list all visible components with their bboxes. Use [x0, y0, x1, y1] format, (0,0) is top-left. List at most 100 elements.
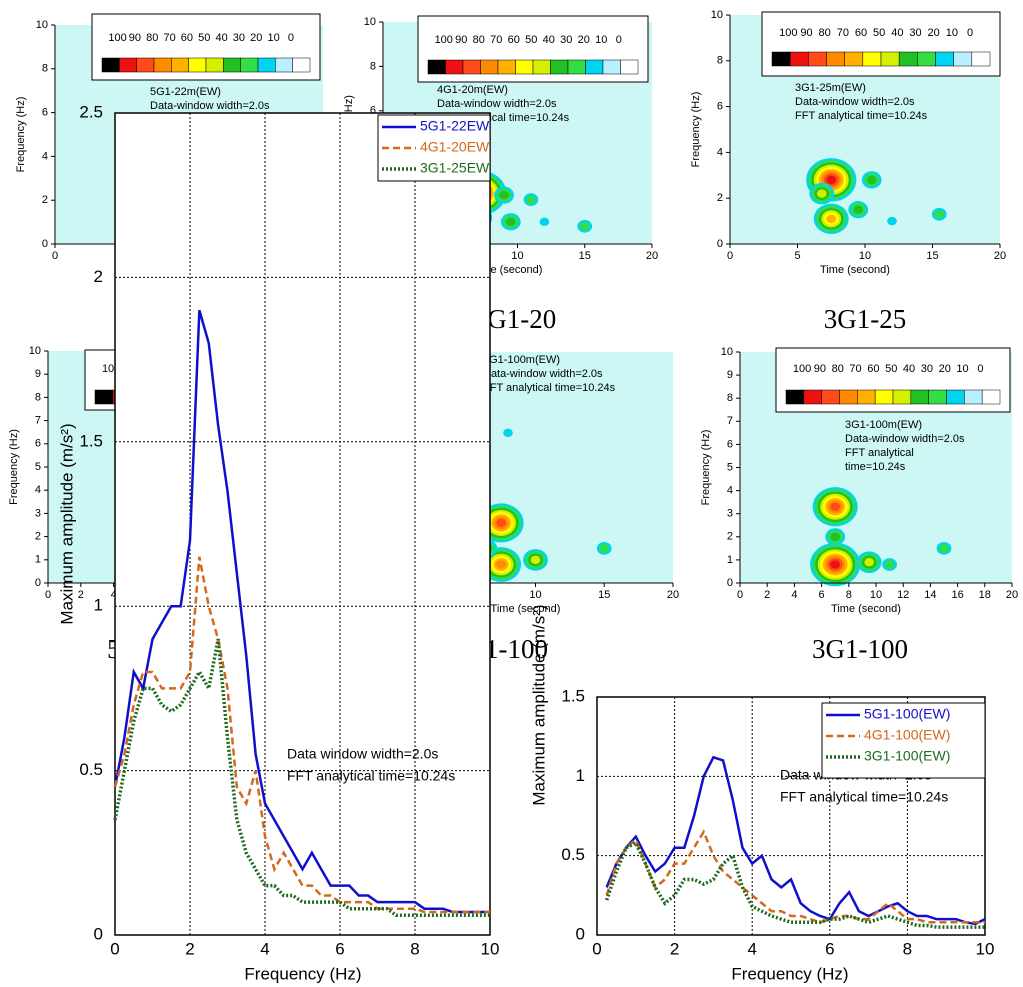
y-tick-label: 1: [35, 554, 41, 566]
x-tick-label: 2: [185, 939, 194, 958]
hotspot: [523, 193, 539, 207]
y-tick-label: 1.5: [561, 686, 585, 705]
y-tick-label: 4: [35, 484, 41, 496]
x-tick-label: 6: [825, 939, 834, 958]
annotation: Data window width=2.0s: [287, 746, 438, 762]
x-tick-label: 15: [926, 250, 938, 262]
colorbar-label: 30: [560, 34, 572, 46]
y-tick-label: 2.5: [79, 102, 103, 121]
y-tick-label: 8: [42, 63, 48, 75]
hotspot: [539, 217, 550, 226]
annotation: FFT analytical time=10.24s: [483, 382, 616, 394]
hotspot: [523, 549, 548, 571]
colorbar-cell: [839, 389, 858, 405]
x-tick-label: 0: [592, 939, 601, 958]
colorbar-cell: [964, 389, 983, 405]
y-tick-label: 5: [35, 461, 41, 473]
x-tick-label: 0: [737, 589, 743, 601]
contour: [503, 428, 513, 438]
y-tick-label: 0.5: [561, 845, 585, 864]
colorbar-cell: [789, 51, 809, 67]
colorbar-cell: [480, 59, 499, 75]
y-tick-label: 6: [717, 101, 723, 113]
y-axis-label: Maximum amplitude (m/s²): [529, 604, 548, 805]
annotation: FFT analytical time=10.24s: [287, 768, 455, 784]
y-tick-label: 4: [727, 485, 733, 497]
x-tick-label: 4: [260, 939, 269, 958]
colorbar-cell: [94, 389, 114, 405]
y-tick-label: 7: [727, 415, 733, 427]
x-tick-label: 0: [110, 939, 119, 958]
colorbar-cell: [585, 59, 604, 75]
colorbar-cell: [532, 59, 551, 75]
x-tick-label: 4: [791, 589, 797, 601]
contour: [505, 217, 516, 226]
contour: [830, 560, 841, 569]
annotation: Data-window width=2.0s: [795, 96, 915, 108]
contour: [884, 560, 895, 569]
y-tick-label: 8: [370, 60, 376, 72]
hotspot: [856, 551, 882, 574]
x-tick-label: 15: [598, 589, 610, 601]
legend-label: 5G1-100(EW): [864, 706, 950, 722]
y-tick-label: 8: [35, 391, 41, 403]
annotation: FFT analytical: [845, 447, 914, 459]
hotspot: [809, 182, 835, 205]
contour: [830, 532, 841, 541]
x-tick-label: 0: [45, 589, 51, 601]
annotation: 5G1-22m(EW): [150, 86, 221, 98]
contour: [826, 175, 837, 185]
colorbar-label: 40: [543, 34, 555, 46]
colorbar-cell: [427, 59, 446, 75]
hotspot: [861, 171, 882, 189]
colorbar-cell: [880, 51, 900, 67]
colorbar-label: 90: [129, 32, 141, 44]
annotation: FFT analytical time=10.24s: [780, 789, 948, 805]
x-tick-label: 10: [976, 939, 995, 958]
x-axis-label: Time (second): [831, 603, 901, 615]
y-tick-label: 1: [576, 766, 585, 785]
x-tick-label: 15: [579, 250, 591, 262]
colorbar-cell: [953, 51, 973, 67]
colorbar-cell: [223, 57, 241, 73]
colorbar-label: 70: [163, 32, 175, 44]
series-line: [605, 840, 985, 929]
x-tick-label: 20: [1006, 589, 1018, 601]
x-tick-label: 2: [764, 589, 770, 601]
y-tick-label: 7: [35, 415, 41, 427]
hotspot: [500, 213, 521, 231]
colorbar-label: 20: [250, 32, 262, 44]
y-tick-label: 2: [35, 531, 41, 543]
x-axis-label: Frequency (Hz): [731, 964, 848, 983]
y-tick-label: 8: [727, 392, 733, 404]
colorbar-label: 60: [867, 363, 879, 375]
colorbar-label: 100: [793, 363, 811, 375]
colorbar-cell: [292, 57, 311, 73]
contour: [866, 175, 877, 185]
annotation: FFT analytical time=10.24s: [795, 110, 928, 122]
colorbar-label: 40: [891, 27, 903, 39]
y-tick-label: 10: [721, 346, 733, 358]
hotspot: [813, 203, 849, 235]
legend-label: 5G1-22EW: [420, 118, 490, 134]
colorbar-cell: [153, 57, 172, 73]
colorbar-cell: [620, 59, 639, 75]
colorbar-label: 70: [849, 363, 861, 375]
colorbar-label: 70: [490, 34, 502, 46]
colorbar-cell: [240, 57, 259, 73]
colorbar-cell: [803, 389, 822, 405]
x-tick-label: 10: [481, 939, 500, 958]
contour: [579, 222, 590, 231]
legend-label: 4G1-20EW: [420, 139, 490, 155]
colorbar-cell: [808, 51, 827, 67]
colorbar-label: 80: [473, 34, 485, 46]
contour: [496, 518, 506, 528]
y-tick-label: 0.5: [79, 760, 103, 779]
colorbar-cell: [857, 389, 876, 405]
series-line: [605, 829, 985, 924]
colorbar-box: [761, 11, 1001, 77]
colorbar-label: 40: [903, 363, 915, 375]
hotspot: [812, 487, 858, 527]
x-tick-label: 4: [747, 939, 756, 958]
colorbar-label: 90: [814, 363, 826, 375]
